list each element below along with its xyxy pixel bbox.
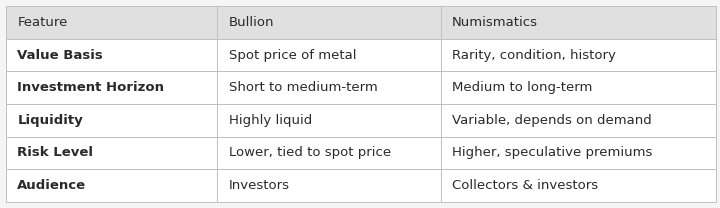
Text: Collectors & investors: Collectors & investors [452,179,598,192]
Text: Higher, speculative premiums: Higher, speculative premiums [452,146,652,159]
Bar [217,71,441,104]
Text: Investors: Investors [229,179,290,192]
Bar [6,104,217,137]
Bar [6,39,217,71]
Text: Value Basis: Value Basis [17,49,103,62]
Text: Investment Horizon: Investment Horizon [17,81,164,94]
Bar [441,71,716,104]
Bar [217,6,441,39]
Bar [441,169,716,202]
Text: Risk Level: Risk Level [17,146,94,159]
Bar [6,6,217,39]
Bar [217,104,441,137]
Bar [6,137,217,169]
Text: Medium to long-term: Medium to long-term [452,81,593,94]
Text: Lower, tied to spot price: Lower, tied to spot price [229,146,391,159]
Text: Liquidity: Liquidity [17,114,83,127]
Bar [217,137,441,169]
Text: Audience: Audience [17,179,86,192]
Bar [441,6,716,39]
Bar [217,39,441,71]
Bar [6,169,217,202]
Bar [217,169,441,202]
Text: Numismatics: Numismatics [452,16,538,29]
Text: Highly liquid: Highly liquid [229,114,312,127]
Bar [441,39,716,71]
Text: Bullion: Bullion [229,16,274,29]
Bar [441,104,716,137]
Bar [6,71,217,104]
Bar [441,137,716,169]
Text: Spot price of metal: Spot price of metal [229,49,356,62]
Text: Variable, depends on demand: Variable, depends on demand [452,114,652,127]
Text: Short to medium-term: Short to medium-term [229,81,378,94]
Text: Feature: Feature [17,16,68,29]
Text: Rarity, condition, history: Rarity, condition, history [452,49,616,62]
